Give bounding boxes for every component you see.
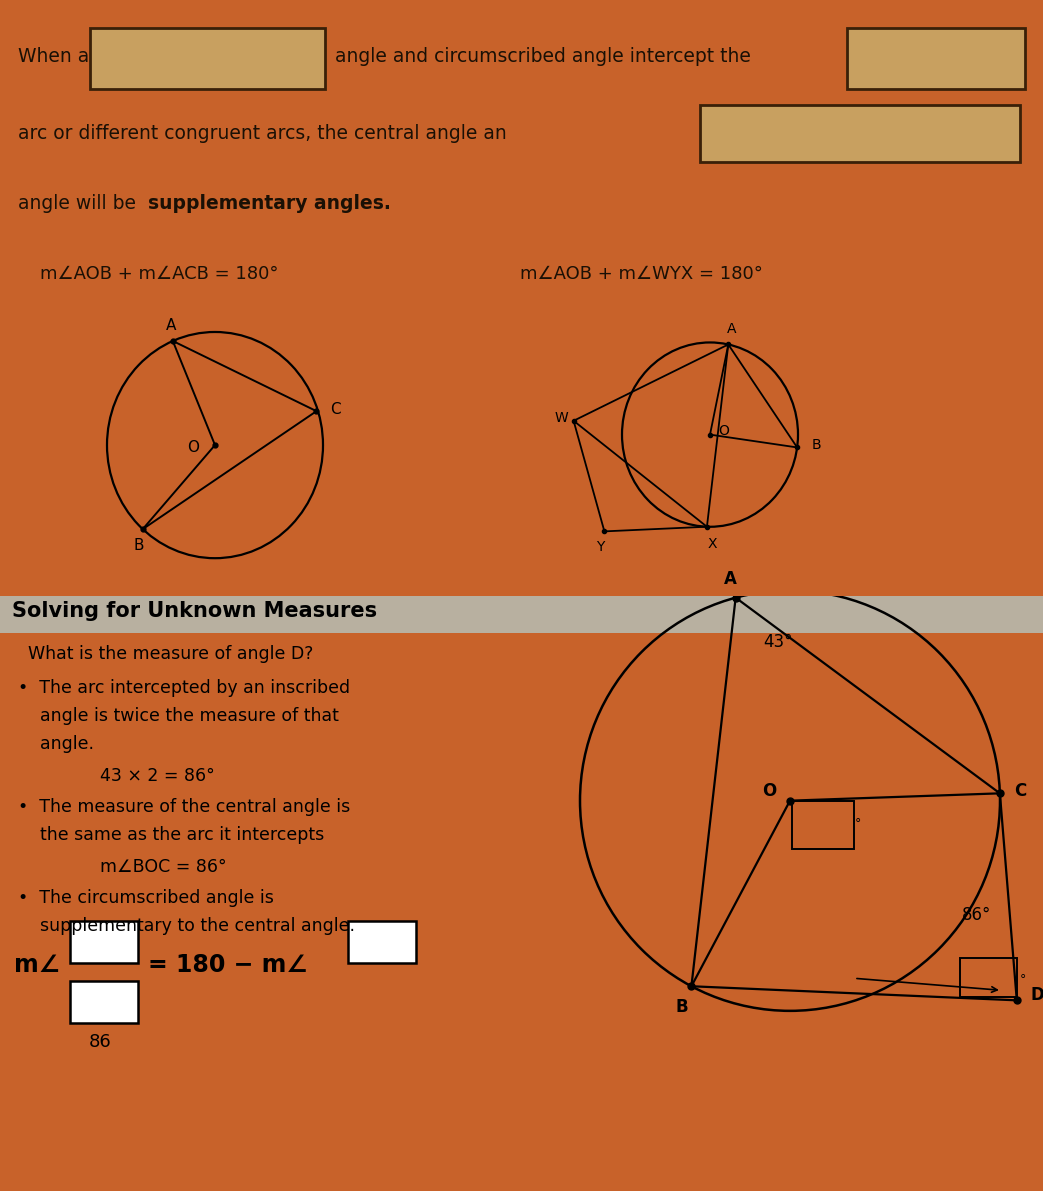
Text: C: C xyxy=(1014,782,1026,800)
Text: When a: When a xyxy=(18,48,90,67)
Text: D: D xyxy=(1030,986,1043,1004)
Text: = 180 − m∠: = 180 − m∠ xyxy=(148,953,308,977)
Text: supplementary to the central angle.: supplementary to the central angle. xyxy=(40,917,355,935)
Text: m∠BOC = 86°: m∠BOC = 86° xyxy=(100,858,226,875)
Text: angle will be: angle will be xyxy=(18,194,142,213)
Bar xyxy=(0,596,1043,632)
Text: m∠: m∠ xyxy=(14,953,59,977)
Text: B: B xyxy=(811,438,821,453)
Text: the same as the arc it intercepts: the same as the arc it intercepts xyxy=(40,825,324,843)
Text: A: A xyxy=(724,569,737,587)
Text: m∠AOB + m∠ACB = 180°: m∠AOB + m∠ACB = 180° xyxy=(40,264,278,283)
Text: •  The circumscribed angle is: • The circumscribed angle is xyxy=(18,888,274,906)
Text: angle is twice the measure of that: angle is twice the measure of that xyxy=(40,706,339,724)
Text: m∠AOB + m∠WYX = 180°: m∠AOB + m∠WYX = 180° xyxy=(520,264,762,283)
Text: •  The measure of the central angle is: • The measure of the central angle is xyxy=(18,798,350,816)
Text: Y: Y xyxy=(597,540,605,554)
Text: X: X xyxy=(707,537,717,551)
Text: °: ° xyxy=(1020,973,1026,986)
Text: •  The arc intercepted by an inscribed: • The arc intercepted by an inscribed xyxy=(18,679,350,697)
Bar xyxy=(700,105,1020,162)
Text: 43 × 2 = 86°: 43 × 2 = 86° xyxy=(100,767,215,785)
Text: O: O xyxy=(761,781,776,799)
Bar xyxy=(70,921,138,962)
Text: arc or different congruent arcs, the central angle an: arc or different congruent arcs, the cen… xyxy=(18,124,507,143)
Text: O: O xyxy=(187,439,199,455)
Text: B: B xyxy=(134,537,144,553)
Bar xyxy=(90,29,325,89)
Text: 86: 86 xyxy=(89,1033,112,1050)
Text: supplementary angles.: supplementary angles. xyxy=(148,194,391,213)
Text: A: A xyxy=(166,318,176,332)
Text: angle.: angle. xyxy=(40,735,94,753)
Bar xyxy=(847,29,1025,89)
Text: 86°: 86° xyxy=(962,906,991,924)
Bar xyxy=(792,800,853,849)
Text: Solving for Unknown Measures: Solving for Unknown Measures xyxy=(13,600,378,621)
Bar xyxy=(70,981,138,1023)
Text: W: W xyxy=(555,411,568,425)
Text: C: C xyxy=(331,401,341,417)
Text: O: O xyxy=(718,424,729,438)
Text: B: B xyxy=(675,998,687,1016)
Text: angle and circumscribed angle intercept the: angle and circumscribed angle intercept … xyxy=(335,48,751,67)
Text: What is the measure of angle D?: What is the measure of angle D? xyxy=(28,644,313,662)
Bar xyxy=(348,921,416,962)
Text: °: ° xyxy=(854,817,860,830)
Bar xyxy=(960,958,1017,997)
Text: 43°: 43° xyxy=(763,632,793,650)
Text: A: A xyxy=(727,322,736,336)
